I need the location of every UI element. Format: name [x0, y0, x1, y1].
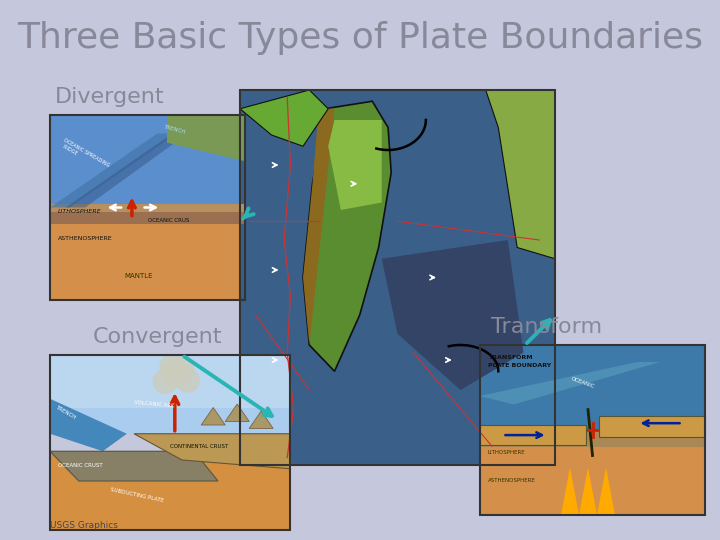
Text: CONTINENTAL CRUST: CONTINENTAL CRUST	[170, 443, 228, 449]
Bar	[50, 355, 290, 408]
Text: ASTHENOSPHERE: ASTHENOSPHERE	[488, 478, 536, 483]
Text: OCEANIC CRUS: OCEANIC CRUS	[148, 218, 189, 223]
Point	[176, 364, 188, 373]
Bar	[50, 355, 290, 530]
Text: OCEANIC: OCEANIC	[570, 376, 595, 389]
Text: LITHOSPHERE: LITHOSPHERE	[58, 208, 102, 214]
Point	[159, 377, 171, 386]
Text: TRENCH: TRENCH	[55, 405, 77, 421]
Text: LITHOSPHERE: LITHOSPHERE	[488, 450, 526, 455]
Polygon shape	[303, 102, 391, 372]
Polygon shape	[50, 399, 127, 451]
Polygon shape	[561, 468, 579, 515]
Text: MANTLE: MANTLE	[124, 273, 153, 279]
Bar	[50, 211, 245, 224]
Polygon shape	[225, 404, 249, 422]
Point	[169, 368, 181, 377]
Text: Transform: Transform	[491, 317, 603, 337]
Text: VOLCANIC ARC: VOLCANIC ARC	[134, 400, 175, 408]
Text: Three Basic Types of Plate Boundaries: Three Basic Types of Plate Boundaries	[17, 21, 703, 55]
Polygon shape	[328, 120, 382, 210]
Bar	[240, 90, 555, 465]
Polygon shape	[167, 115, 245, 161]
Polygon shape	[579, 468, 597, 515]
Bar	[480, 345, 705, 438]
Text: TRANSFORM: TRANSFORM	[488, 355, 533, 360]
Bar	[480, 430, 705, 447]
Bar	[50, 451, 290, 530]
Text: Convergent: Convergent	[93, 327, 222, 347]
Point	[166, 361, 178, 370]
Polygon shape	[249, 411, 273, 429]
Text: TRENCH: TRENCH	[163, 125, 186, 135]
Polygon shape	[240, 90, 328, 146]
Polygon shape	[201, 408, 225, 425]
Polygon shape	[486, 90, 555, 259]
Polygon shape	[50, 133, 176, 207]
Text: SUBDUCTING PLATE: SUBDUCTING PLATE	[110, 487, 164, 503]
Bar	[480, 345, 705, 515]
Bar	[50, 115, 245, 217]
Bar	[480, 425, 586, 446]
Polygon shape	[480, 362, 660, 404]
Polygon shape	[66, 137, 183, 207]
Polygon shape	[597, 468, 615, 515]
Bar	[480, 438, 705, 515]
Text: OCEANIC SPREADING
  RIDGE: OCEANIC SPREADING RIDGE	[60, 138, 110, 173]
Bar	[599, 416, 705, 437]
Bar	[50, 115, 245, 300]
Polygon shape	[134, 434, 290, 469]
Text: Divergent: Divergent	[55, 87, 165, 107]
Point	[181, 375, 192, 384]
Bar	[50, 355, 290, 434]
Text: PLATE BOUNDARY: PLATE BOUNDARY	[488, 363, 552, 368]
Polygon shape	[382, 240, 523, 390]
Bar	[240, 90, 555, 465]
Bar	[50, 217, 245, 300]
Bar	[50, 204, 245, 212]
Text: OCEANIC CRUST: OCEANIC CRUST	[58, 463, 103, 468]
Polygon shape	[303, 109, 335, 345]
Text: ASTHENOSPHERE: ASTHENOSPHERE	[58, 237, 112, 241]
Text: USGS Graphics: USGS Graphics	[50, 521, 118, 530]
Polygon shape	[50, 451, 218, 481]
